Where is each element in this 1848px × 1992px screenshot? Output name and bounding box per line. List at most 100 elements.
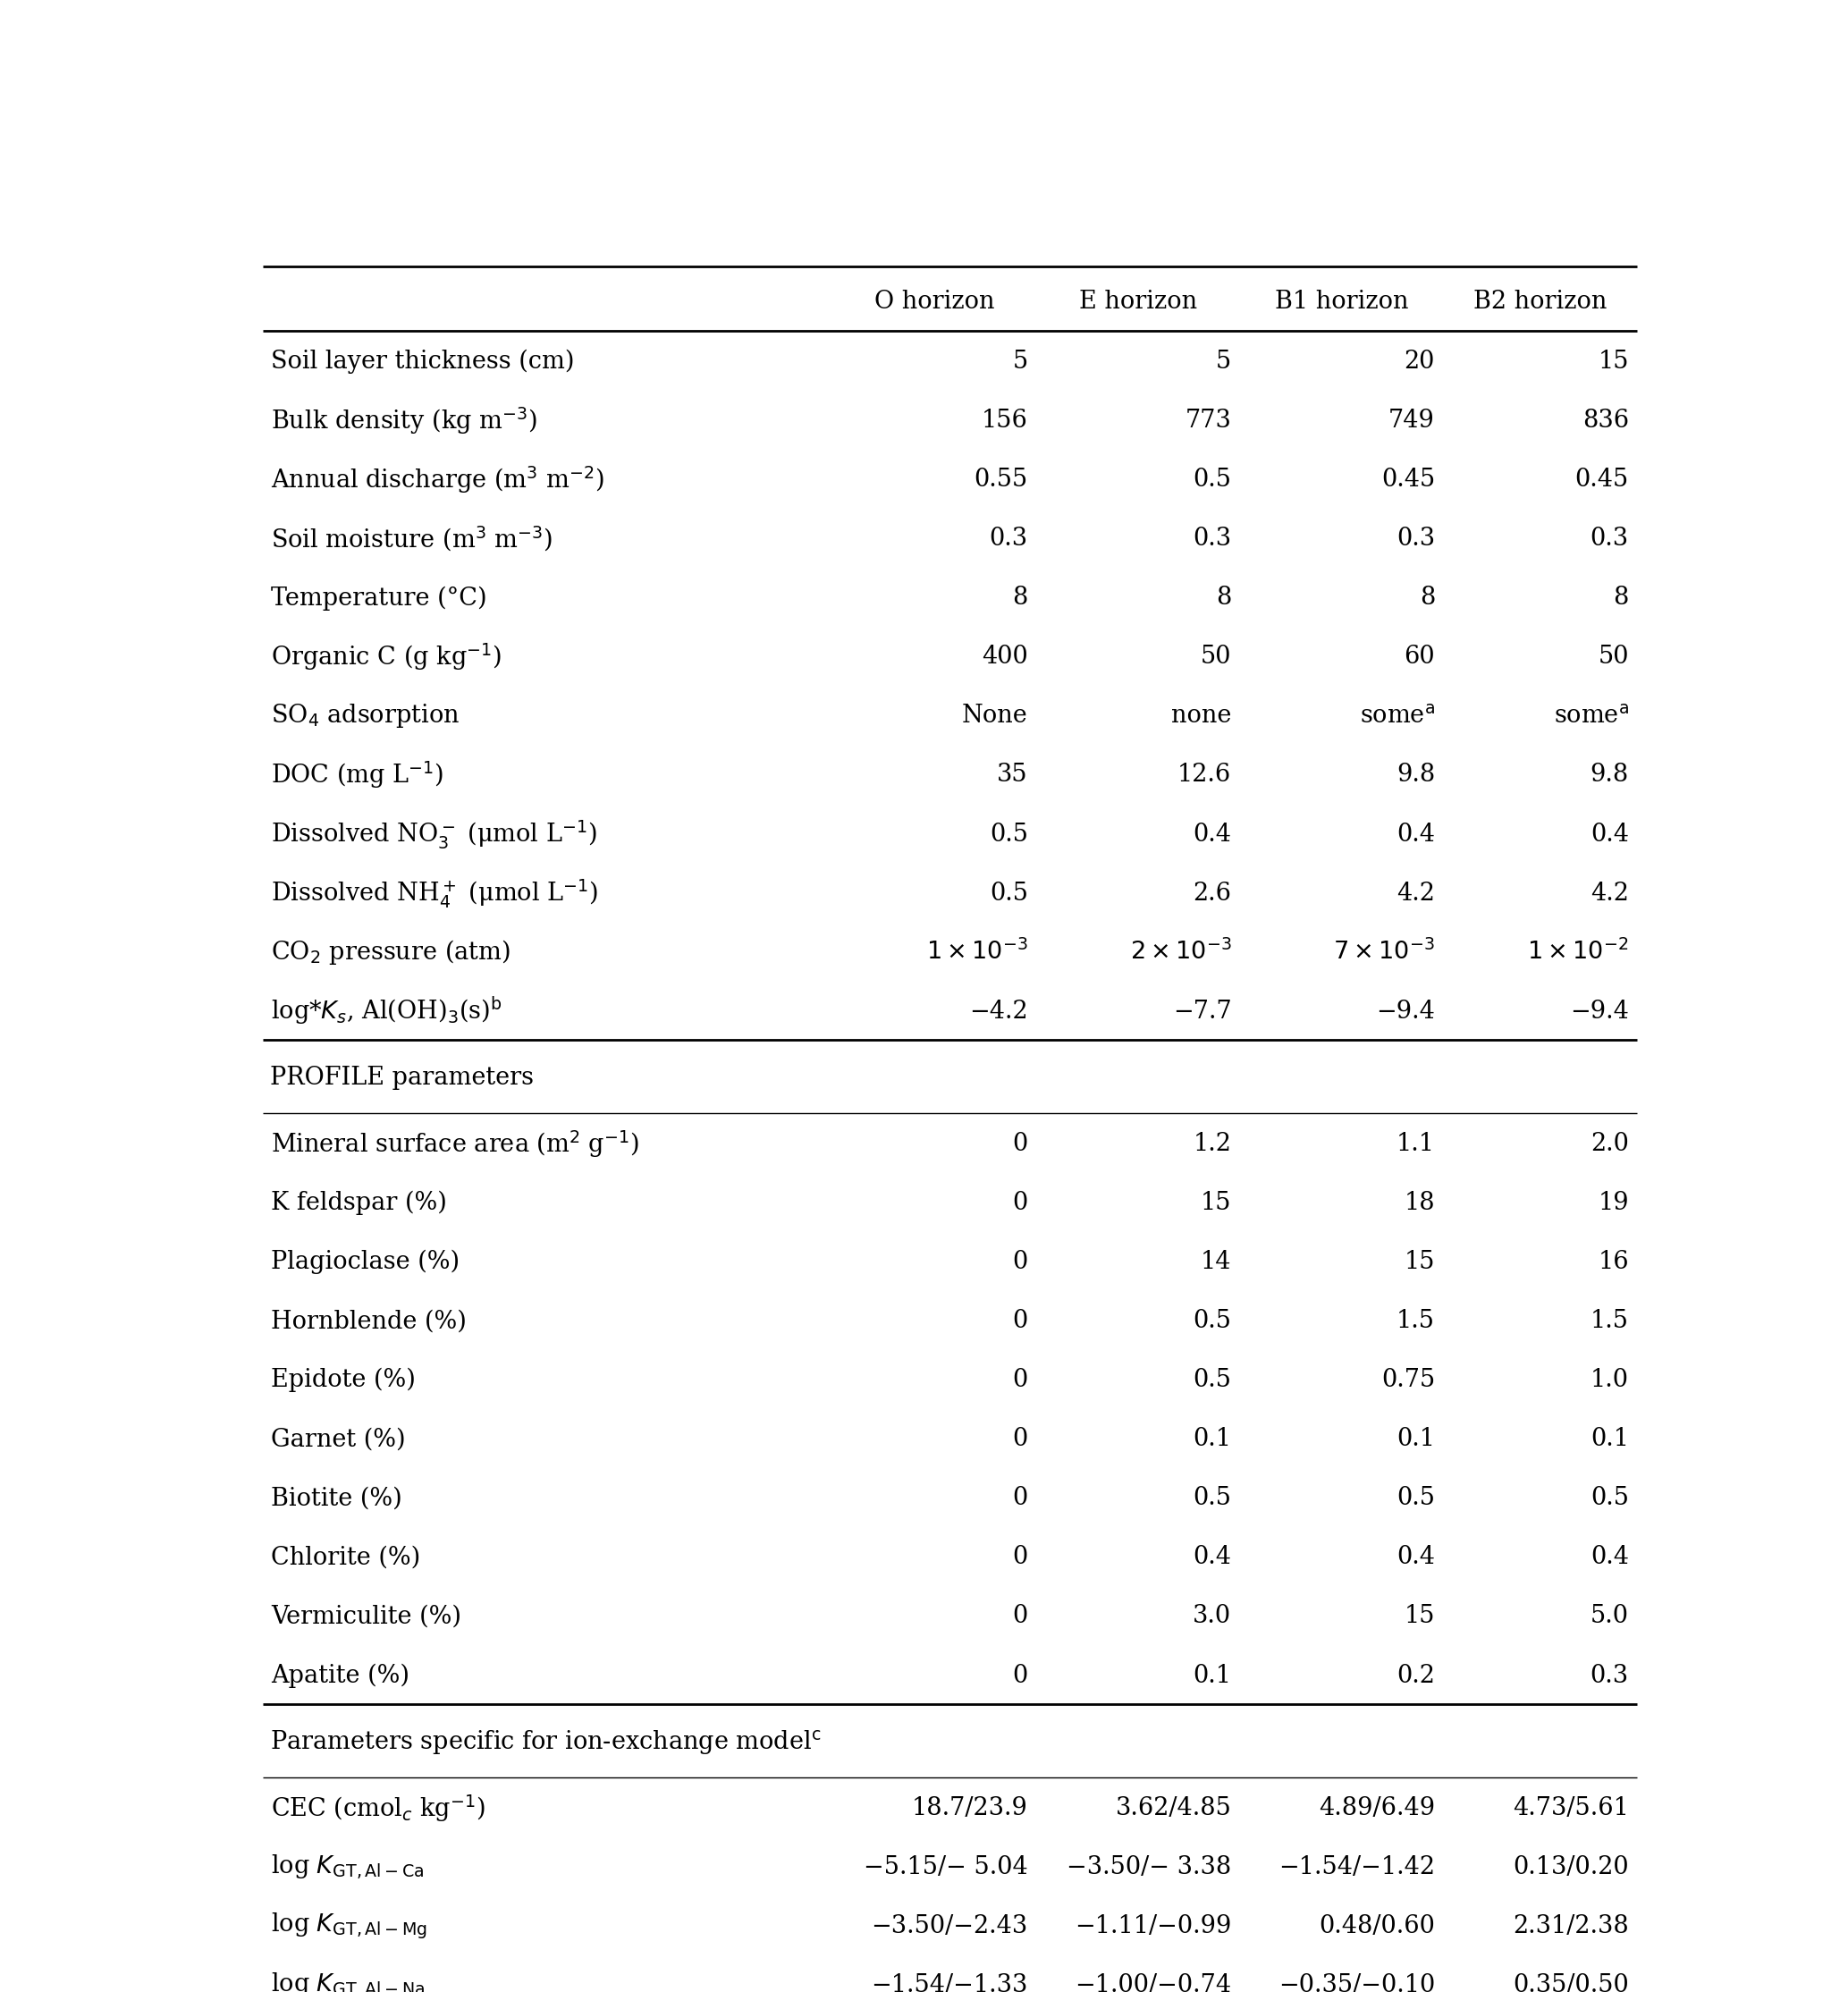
Text: 0: 0 xyxy=(1013,1191,1027,1215)
Text: 1.2: 1.2 xyxy=(1194,1131,1231,1155)
Text: 4.2: 4.2 xyxy=(1591,880,1628,904)
Text: 16: 16 xyxy=(1599,1251,1628,1275)
Text: 0.35/0.50: 0.35/0.50 xyxy=(1514,1974,1628,1992)
Text: 0.1: 0.1 xyxy=(1591,1426,1628,1452)
Text: −1.54/−1.33: −1.54/−1.33 xyxy=(870,1974,1027,1992)
Text: $1 \times 10^{-3}$: $1 \times 10^{-3}$ xyxy=(926,940,1027,964)
Text: 8: 8 xyxy=(1216,586,1231,610)
Text: 0: 0 xyxy=(1013,1369,1027,1392)
Text: Apatite (%): Apatite (%) xyxy=(272,1663,410,1687)
Text: 8: 8 xyxy=(1613,586,1628,610)
Text: 8: 8 xyxy=(1419,586,1434,610)
Text: 0.4: 0.4 xyxy=(1397,1546,1434,1570)
Text: 0.1: 0.1 xyxy=(1194,1426,1231,1452)
Text: None: None xyxy=(963,703,1027,729)
Text: 0: 0 xyxy=(1013,1604,1027,1629)
Text: $7 \times 10^{-3}$: $7 \times 10^{-3}$ xyxy=(1332,940,1434,964)
Text: Organic C (g kg$^{-1}$): Organic C (g kg$^{-1}$) xyxy=(272,641,501,673)
Text: log $K_{\mathrm{GT,Al-Na}}$: log $K_{\mathrm{GT,Al-Na}}$ xyxy=(272,1972,425,1992)
Text: 5: 5 xyxy=(1216,351,1231,374)
Text: 0.2: 0.2 xyxy=(1397,1663,1434,1687)
Text: 0.3: 0.3 xyxy=(1194,526,1231,552)
Text: 773: 773 xyxy=(1185,408,1231,432)
Text: −4.2: −4.2 xyxy=(970,1000,1027,1024)
Text: Plagioclase (%): Plagioclase (%) xyxy=(272,1249,460,1275)
Text: log $K_{\mathrm{GT,Al-Mg}}$: log $K_{\mathrm{GT,Al-Mg}}$ xyxy=(272,1912,427,1940)
Text: −3.50/−2.43: −3.50/−2.43 xyxy=(870,1914,1027,1938)
Text: 0.55: 0.55 xyxy=(974,468,1027,492)
Text: E horizon: E horizon xyxy=(1079,291,1198,315)
Text: −0.35/−0.10: −0.35/−0.10 xyxy=(1279,1974,1434,1992)
Text: 1.0: 1.0 xyxy=(1591,1369,1628,1392)
Text: none: none xyxy=(1172,703,1231,729)
Text: 8: 8 xyxy=(1013,586,1027,610)
Text: SO$_4$ adsorption: SO$_4$ adsorption xyxy=(272,703,460,729)
Text: Soil layer thickness (cm): Soil layer thickness (cm) xyxy=(272,349,575,374)
Text: −9.4: −9.4 xyxy=(1571,1000,1628,1024)
Text: log*$K_s$, Al(OH)$_3$(s)$^{\mathrm{b}}$: log*$K_s$, Al(OH)$_3$(s)$^{\mathrm{b}}$ xyxy=(272,996,503,1028)
Text: 60: 60 xyxy=(1404,645,1434,669)
Text: some$^{\mathrm{a}}$: some$^{\mathrm{a}}$ xyxy=(1360,703,1434,729)
Text: CEC (cmol$_c$ kg$^{-1}$): CEC (cmol$_c$ kg$^{-1}$) xyxy=(272,1793,486,1823)
Text: 1.5: 1.5 xyxy=(1397,1309,1434,1333)
Text: 3.0: 3.0 xyxy=(1194,1604,1231,1629)
Text: Soil moisture (m$^{3}$ m$^{-3}$): Soil moisture (m$^{3}$ m$^{-3}$) xyxy=(272,524,553,554)
Text: 15: 15 xyxy=(1404,1604,1434,1629)
Text: 0.5: 0.5 xyxy=(1194,468,1231,492)
Text: O horizon: O horizon xyxy=(874,291,994,315)
Text: 4.2: 4.2 xyxy=(1397,880,1434,904)
Text: 0: 0 xyxy=(1013,1663,1027,1687)
Text: 0.4: 0.4 xyxy=(1591,1546,1628,1570)
Text: 5: 5 xyxy=(1013,351,1027,374)
Text: 0.13/0.20: 0.13/0.20 xyxy=(1514,1855,1628,1878)
Text: 12.6: 12.6 xyxy=(1177,763,1231,787)
Text: 15: 15 xyxy=(1404,1251,1434,1275)
Text: −1.54/−1.42: −1.54/−1.42 xyxy=(1279,1855,1434,1878)
Text: 20: 20 xyxy=(1404,351,1434,374)
Text: 0: 0 xyxy=(1013,1486,1027,1510)
Text: 0.1: 0.1 xyxy=(1397,1426,1434,1452)
Text: 1.5: 1.5 xyxy=(1591,1309,1628,1333)
Text: 0.3: 0.3 xyxy=(989,526,1027,552)
Text: 4.89/6.49: 4.89/6.49 xyxy=(1319,1797,1434,1821)
Text: −5.15/− 5.04: −5.15/− 5.04 xyxy=(863,1855,1027,1878)
Text: 18.7/23.9: 18.7/23.9 xyxy=(911,1797,1027,1821)
Text: Annual discharge (m$^{3}$ m$^{-2}$): Annual discharge (m$^{3}$ m$^{-2}$) xyxy=(272,464,604,496)
Text: Bulk density (kg m$^{-3}$): Bulk density (kg m$^{-3}$) xyxy=(272,406,538,436)
Text: 0.45: 0.45 xyxy=(1380,468,1434,492)
Text: 0.5: 0.5 xyxy=(989,880,1027,904)
Text: 3.62/4.85: 3.62/4.85 xyxy=(1116,1797,1231,1821)
Text: $2 \times 10^{-3}$: $2 \times 10^{-3}$ xyxy=(1129,940,1231,964)
Text: DOC (mg L$^{-1}$): DOC (mg L$^{-1}$) xyxy=(272,759,444,791)
Text: Parameters specific for ion-exchange model$^{\mathrm{c}}$: Parameters specific for ion-exchange mod… xyxy=(270,1727,821,1757)
Text: 2.0: 2.0 xyxy=(1591,1131,1628,1155)
Text: 0.4: 0.4 xyxy=(1194,823,1231,847)
Text: 0.1: 0.1 xyxy=(1194,1663,1231,1687)
Text: 15: 15 xyxy=(1201,1191,1231,1215)
Text: Mineral surface area (m$^{2}$ g$^{-1}$): Mineral surface area (m$^{2}$ g$^{-1}$) xyxy=(272,1129,639,1159)
Text: 0.5: 0.5 xyxy=(989,823,1027,847)
Text: 749: 749 xyxy=(1388,408,1434,432)
Text: 0.5: 0.5 xyxy=(1194,1486,1231,1510)
Text: 0.5: 0.5 xyxy=(1397,1486,1434,1510)
Text: 0.48/0.60: 0.48/0.60 xyxy=(1319,1914,1434,1938)
Text: 18: 18 xyxy=(1404,1191,1434,1215)
Text: Garnet (%): Garnet (%) xyxy=(272,1426,407,1452)
Text: 4.73/5.61: 4.73/5.61 xyxy=(1514,1797,1628,1821)
Text: 2.6: 2.6 xyxy=(1194,880,1231,904)
Text: CO$_2$ pressure (atm): CO$_2$ pressure (atm) xyxy=(272,938,510,966)
Text: Epidote (%): Epidote (%) xyxy=(272,1369,416,1392)
Text: log $K_{\mathrm{GT,Al-Ca}}$: log $K_{\mathrm{GT,Al-Ca}}$ xyxy=(272,1853,425,1880)
Text: 0: 0 xyxy=(1013,1426,1027,1452)
Text: 0.3: 0.3 xyxy=(1397,526,1434,552)
Text: 0.4: 0.4 xyxy=(1591,823,1628,847)
Text: 0.45: 0.45 xyxy=(1574,468,1628,492)
Text: −7.7: −7.7 xyxy=(1173,1000,1231,1024)
Text: 0.5: 0.5 xyxy=(1194,1369,1231,1392)
Text: 836: 836 xyxy=(1582,408,1628,432)
Text: 0.4: 0.4 xyxy=(1194,1546,1231,1570)
Text: PROFILE parameters: PROFILE parameters xyxy=(270,1066,534,1090)
Text: 0.5: 0.5 xyxy=(1591,1486,1628,1510)
Text: 0.4: 0.4 xyxy=(1397,823,1434,847)
Text: Vermiculite (%): Vermiculite (%) xyxy=(272,1604,462,1629)
